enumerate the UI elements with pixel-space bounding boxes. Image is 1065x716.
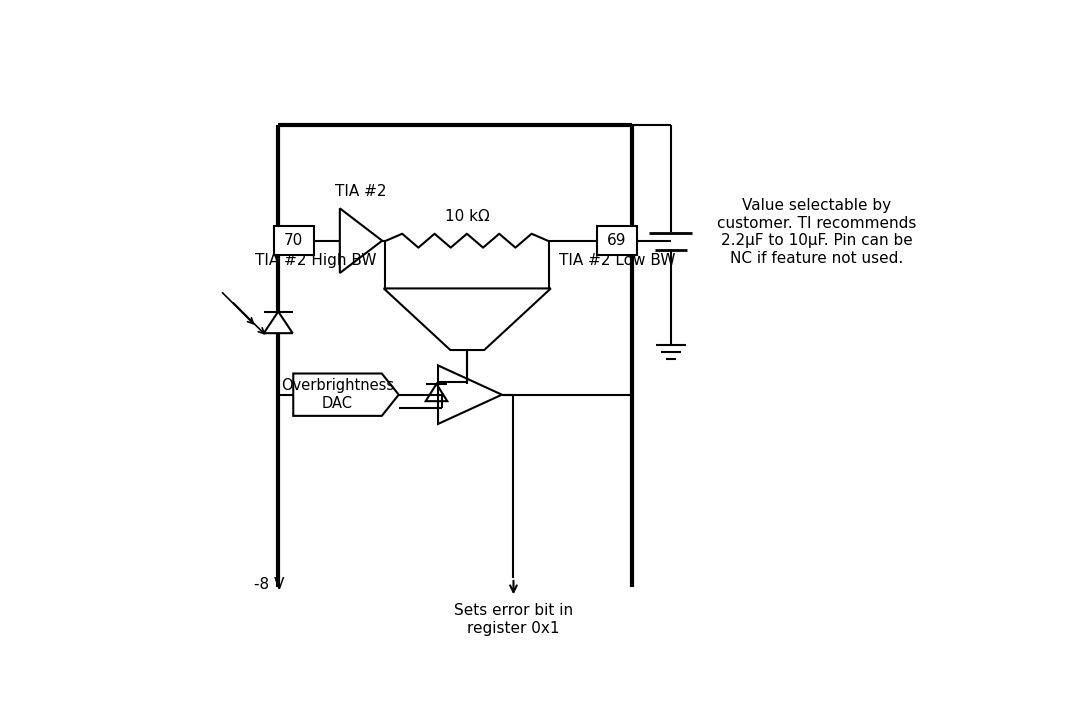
Polygon shape: [383, 289, 551, 350]
Text: TIA #2 High BW: TIA #2 High BW: [255, 253, 376, 268]
Text: 10 kΩ: 10 kΩ: [444, 209, 489, 223]
Text: TIA #2 Low BW: TIA #2 Low BW: [558, 253, 675, 268]
Text: Sets error bit in
register 0x1: Sets error bit in register 0x1: [454, 604, 573, 636]
Polygon shape: [264, 311, 293, 333]
Polygon shape: [438, 365, 502, 424]
FancyBboxPatch shape: [597, 226, 637, 256]
Polygon shape: [293, 374, 398, 416]
Text: TIA #2: TIA #2: [335, 184, 387, 199]
Text: 70: 70: [284, 233, 304, 248]
Text: -8 V: -8 V: [253, 577, 284, 592]
Text: 69: 69: [607, 233, 627, 248]
Polygon shape: [426, 384, 447, 401]
Text: Value selectable by
customer. TI recommends
2.2μF to 10μF. Pin can be
NC if feat: Value selectable by customer. TI recomme…: [717, 198, 917, 266]
Text: Overbrightness
DAC: Overbrightness DAC: [281, 379, 394, 411]
FancyBboxPatch shape: [274, 226, 314, 256]
